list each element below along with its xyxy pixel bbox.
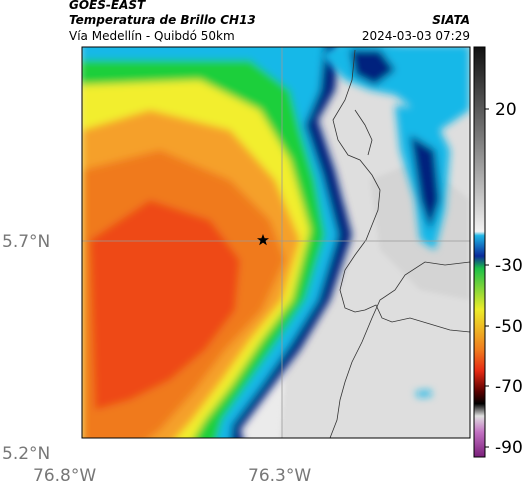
latitude-tick-label: 5.2°N bbox=[2, 444, 51, 464]
latitude-tick-label: 5.7°N bbox=[2, 232, 51, 252]
colorbar-tick-label: 20 bbox=[495, 100, 517, 120]
colorbar-tick-label: -70 bbox=[495, 377, 523, 397]
satellite-title: GOES-EAST bbox=[69, 0, 146, 12]
colorbar-tick-label: -90 bbox=[495, 438, 523, 458]
colorbar bbox=[473, 46, 489, 458]
route-subtitle: Vía Medellín - Quibdó 50km bbox=[69, 29, 235, 43]
star-icon bbox=[257, 234, 269, 246]
colorbar-tick-label: -50 bbox=[495, 317, 523, 337]
colorbar-tick-label: -30 bbox=[495, 256, 523, 276]
product-title: Temperatura de Brillo CH13 bbox=[69, 13, 256, 27]
source-label: SIATA bbox=[432, 13, 470, 27]
longitude-tick-label: 76.3°W bbox=[248, 466, 312, 486]
map-image-layer bbox=[82, 47, 470, 438]
longitude-tick-label: 76.8°W bbox=[33, 466, 97, 486]
timestamp-label: 2024-03-03 07:29 bbox=[361, 29, 470, 43]
map-frame bbox=[81, 46, 471, 439]
